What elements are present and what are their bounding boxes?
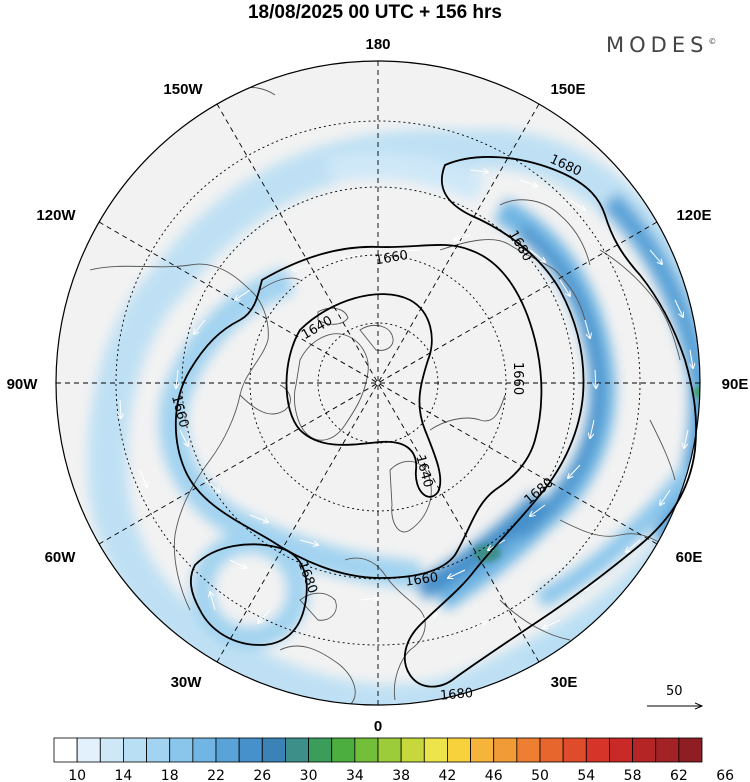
lon-label-120w: 120W	[36, 207, 76, 224]
contour-label: 1660	[374, 248, 409, 269]
colorbar-tick-label: 54	[577, 768, 595, 782]
colorbar-swatch	[423, 737, 448, 763]
colorbar-swatch	[53, 737, 78, 763]
longitude-labels: 180 0 90W 90E 150W 120W 60W 30W 150E 120…	[7, 36, 749, 735]
lon-label-90e: 90E	[722, 376, 749, 393]
modes-logo: MODES©	[606, 33, 716, 57]
colorbar-swatch	[215, 737, 240, 763]
colorbar-swatch	[238, 737, 263, 763]
contour-1640	[285, 293, 442, 498]
colorbar-tick-label: 34	[346, 768, 364, 782]
coastlines	[89, 87, 681, 705]
colorbar-tick-label: 22	[207, 768, 225, 782]
colorbar-swatch	[562, 737, 587, 763]
contour-label: 1660	[404, 570, 439, 589]
lon-label-30e: 30E	[551, 674, 578, 691]
colorbar-swatch	[516, 737, 541, 763]
wind-vectors	[120, 170, 693, 631]
colorbar-swatch	[539, 737, 564, 763]
colorbar-swatch	[285, 737, 309, 763]
colorbar-tick-label: 26	[253, 768, 271, 782]
colorbar-tick-label: 18	[161, 768, 179, 782]
colorbar-tick-label: 30	[300, 768, 318, 782]
lon-label-60w: 60W	[45, 549, 77, 566]
colorbar-swatch	[678, 737, 703, 763]
colorbar-swatch	[308, 737, 333, 763]
colorbar-swatch	[493, 737, 518, 763]
colorbar-tick-label: 38	[392, 768, 410, 782]
contour-1680-loop	[189, 543, 308, 646]
colorbar-tick-label: 58	[624, 768, 642, 782]
colorbar-swatch	[331, 737, 356, 763]
colorbar-swatch	[99, 737, 124, 763]
contour-1680	[403, 156, 697, 688]
colorbar-swatch	[354, 737, 379, 763]
height-contours	[174, 156, 697, 688]
colorbar-tick-label: 42	[439, 768, 457, 782]
colorbar-tick-label: 46	[485, 768, 503, 782]
colorbar-swatch	[169, 737, 194, 763]
wind-reference: 50	[647, 684, 702, 706]
forecast-title: 18/08/2025 00 UTC + 156 hrs	[247, 2, 503, 23]
lon-label-0: 0	[374, 718, 382, 735]
lon-label-90w: 90W	[7, 376, 39, 393]
colorbar-tick-label: 62	[670, 768, 688, 782]
colorbar-tick-label: 10	[68, 768, 86, 782]
lon-label-150w: 150W	[163, 81, 203, 98]
colorbar-swatch	[146, 737, 171, 763]
colorbar-swatch	[655, 737, 680, 763]
lon-label-120e: 120E	[676, 207, 711, 224]
colorbar-swatch	[76, 737, 101, 763]
colorbar-swatch	[470, 737, 495, 763]
colorbar-swatch	[261, 737, 286, 763]
colorbar-swatch	[400, 737, 425, 763]
map-border	[55, 60, 701, 706]
colorbar-tick-label: 14	[115, 768, 133, 782]
colorbar-swatch	[123, 737, 147, 763]
colorbar-tick-label: 50	[531, 768, 549, 782]
colorbar-swatch	[192, 737, 217, 763]
lon-label-60e: 60E	[676, 549, 703, 566]
brand-name: MODES	[606, 33, 709, 57]
colorbar-swatch	[585, 737, 610, 763]
colorbar-swatch	[447, 737, 471, 763]
colorbar: 10141822263034384246505458626670	[53, 737, 734, 782]
contour-1660	[174, 244, 543, 579]
lon-label-180: 180	[365, 36, 390, 53]
colorbar-swatch	[632, 737, 657, 763]
colorbar-swatch	[377, 737, 402, 763]
lon-label-150e: 150E	[550, 81, 585, 98]
colorbar-swatch	[609, 737, 633, 763]
contour-label: 1660	[510, 362, 525, 395]
lon-label-30w: 30W	[171, 674, 203, 691]
wind-reference-value: 50	[666, 684, 683, 699]
copyright-mark: ©	[708, 37, 717, 46]
colorbar-tick-label: 66	[716, 768, 734, 782]
